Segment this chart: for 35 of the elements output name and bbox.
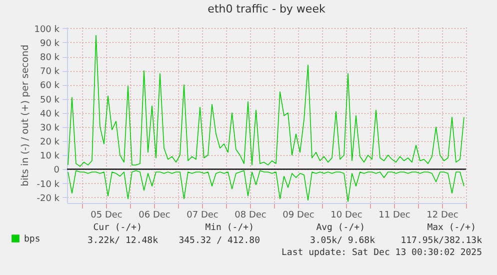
text: Max (-/+): [427, 223, 476, 233]
x-tick-label: 07 Dec: [186, 210, 218, 220]
text: 3.05k/ 9.68k: [310, 236, 376, 246]
x-tick-label: 10 Dec: [330, 210, 362, 220]
text: 345.32 / 412.80: [178, 236, 260, 246]
y-tick-label: -10 k: [36, 180, 60, 190]
chart-title: eth0 traffic - by week: [208, 2, 326, 16]
y-tick-label: 20 k: [40, 138, 60, 148]
text: 117.95k/382.13k: [400, 236, 483, 246]
y-tick-label: 40 k: [40, 109, 60, 120]
y-tick-label: 90 k: [40, 38, 60, 49]
y-tick-label: 100 k: [34, 24, 60, 35]
y-tick-label: 50 k: [40, 95, 60, 106]
text: Cur (-/+): [93, 223, 142, 233]
x-tick-label: 12 Dec: [426, 210, 458, 220]
y-tick-label: 30 k: [40, 123, 60, 134]
text: Min (-/+): [205, 223, 254, 233]
text: Last update: Sat Dec 13 00:30:02 2025: [282, 248, 482, 258]
text: Avg (-/+): [316, 223, 365, 233]
line-series: [68, 170, 464, 202]
y-tick-label: 80 k: [40, 53, 60, 64]
y-axis-title: bits in (-) / out (+) per second: [20, 44, 32, 186]
x-tick-label: 05 Dec: [90, 210, 122, 220]
y-tick-label: -20 k: [36, 194, 60, 204]
y-tick-label: 60 k: [40, 81, 60, 92]
x-tick-label: 09 Dec: [282, 210, 314, 220]
y-tick-label: 10 k: [40, 152, 60, 162]
text: 3.22k/ 12.48k: [88, 236, 159, 246]
line-series: [68, 35, 464, 167]
x-tick-label: 11 Dec: [378, 210, 410, 220]
y-tick-label: 70 k: [40, 67, 60, 78]
x-tick-label: 06 Dec: [138, 210, 170, 220]
legend-label: bps: [24, 234, 40, 244]
y-tick-label: 0: [54, 166, 60, 176]
x-tick-label: 08 Dec: [234, 210, 266, 220]
